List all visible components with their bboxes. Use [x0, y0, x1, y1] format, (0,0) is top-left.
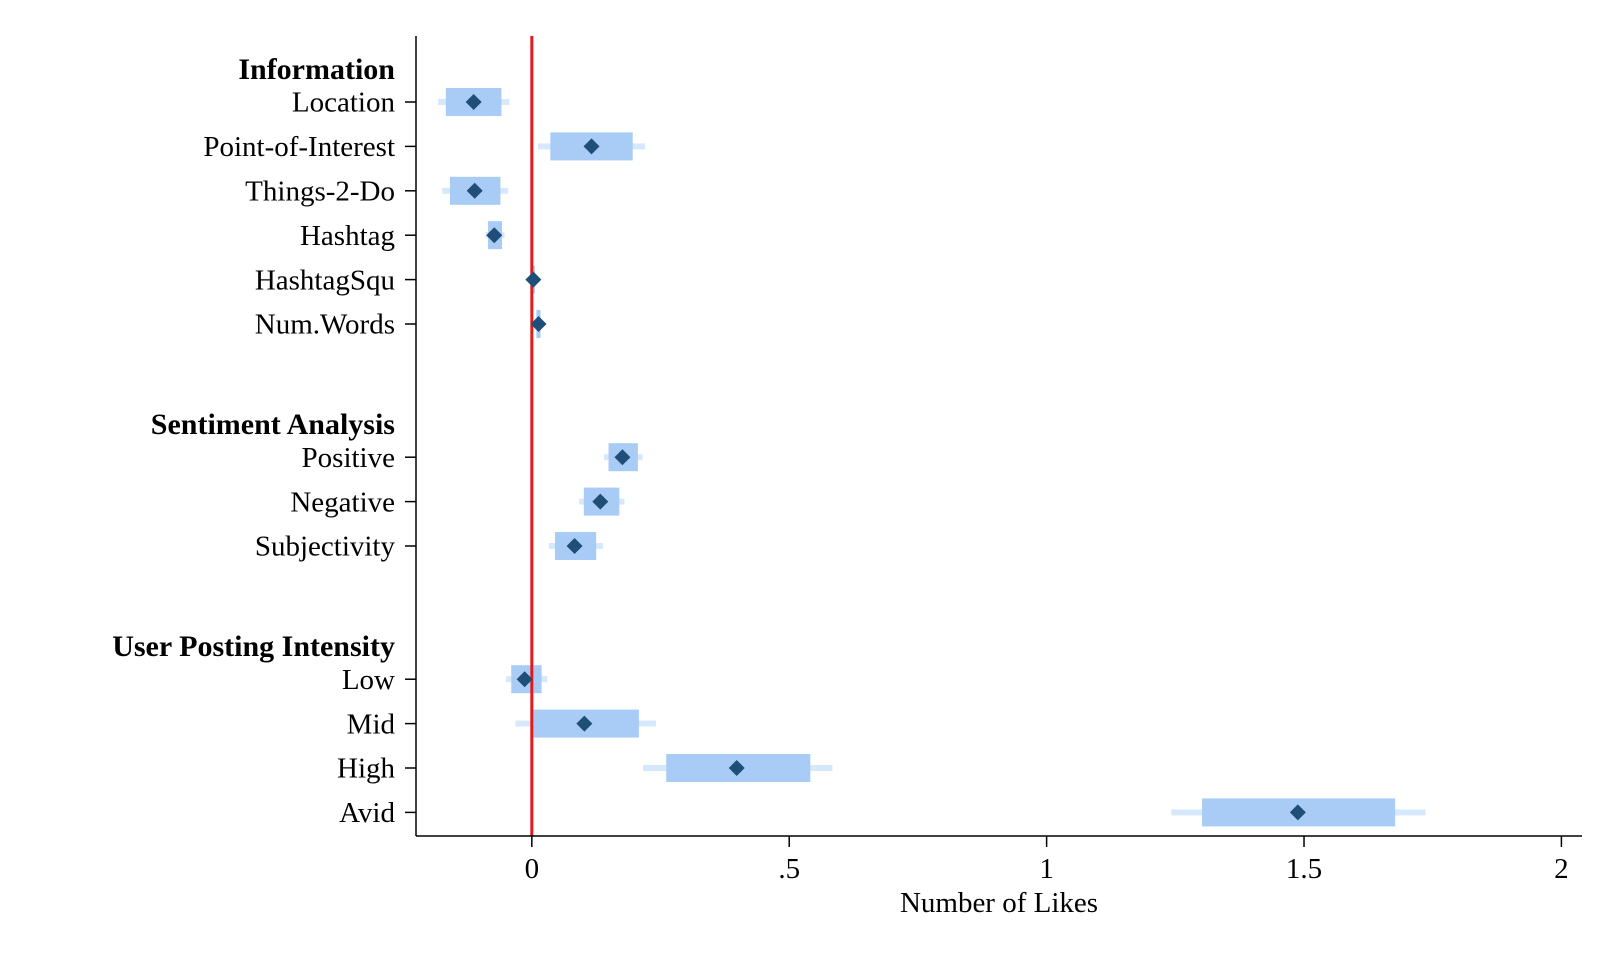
x-axis-title: Number of Likes	[900, 887, 1098, 919]
point-estimate-marker	[583, 138, 600, 155]
axes: 0 .5 1 1.5 2	[405, 36, 1582, 885]
x-tick-label: 0	[525, 853, 540, 885]
point-estimate-marker	[465, 94, 482, 110]
row-label: High	[337, 753, 396, 785]
point-estimate-marker	[525, 271, 542, 288]
confidence-intervals	[438, 88, 1426, 827]
row-label: HashtagSqu	[255, 264, 395, 296]
point-estimate-marker	[592, 493, 609, 510]
point-estimate-marker	[466, 182, 483, 199]
row-label: Location	[292, 87, 396, 119]
group-label: User Posting Intensity	[112, 630, 395, 663]
point-estimate-marker	[1289, 804, 1306, 821]
point-estimate-marker	[486, 227, 503, 244]
row-label: Low	[342, 664, 395, 696]
row-label: Num.Words	[255, 309, 395, 341]
point-estimate-marker	[516, 671, 533, 688]
row-label: Subjectivity	[255, 531, 396, 563]
row-label: Avid	[339, 797, 395, 829]
x-tick-label: 1	[1039, 853, 1054, 885]
point-estimate-marker	[566, 538, 583, 554]
point-estimate-marker	[614, 449, 631, 466]
row-label: Mid	[347, 708, 396, 740]
x-tick-label: 2	[1554, 853, 1569, 885]
group-label: Sentiment Analysis	[151, 408, 395, 441]
point-estimates	[465, 94, 1306, 821]
row-label: Negative	[290, 486, 395, 518]
row-label: Positive	[302, 442, 395, 474]
point-estimate-marker	[728, 760, 745, 776]
group-label: Information	[238, 53, 395, 86]
x-tick-label: .5	[778, 853, 800, 885]
row-label: Point-of-Interest	[203, 131, 395, 163]
point-estimate-marker	[576, 715, 593, 732]
row-label: Things-2-Do	[245, 175, 395, 207]
row-label: Hashtag	[300, 220, 395, 252]
point-estimate-marker	[530, 316, 547, 332]
x-tick-label: 1.5	[1286, 853, 1322, 885]
